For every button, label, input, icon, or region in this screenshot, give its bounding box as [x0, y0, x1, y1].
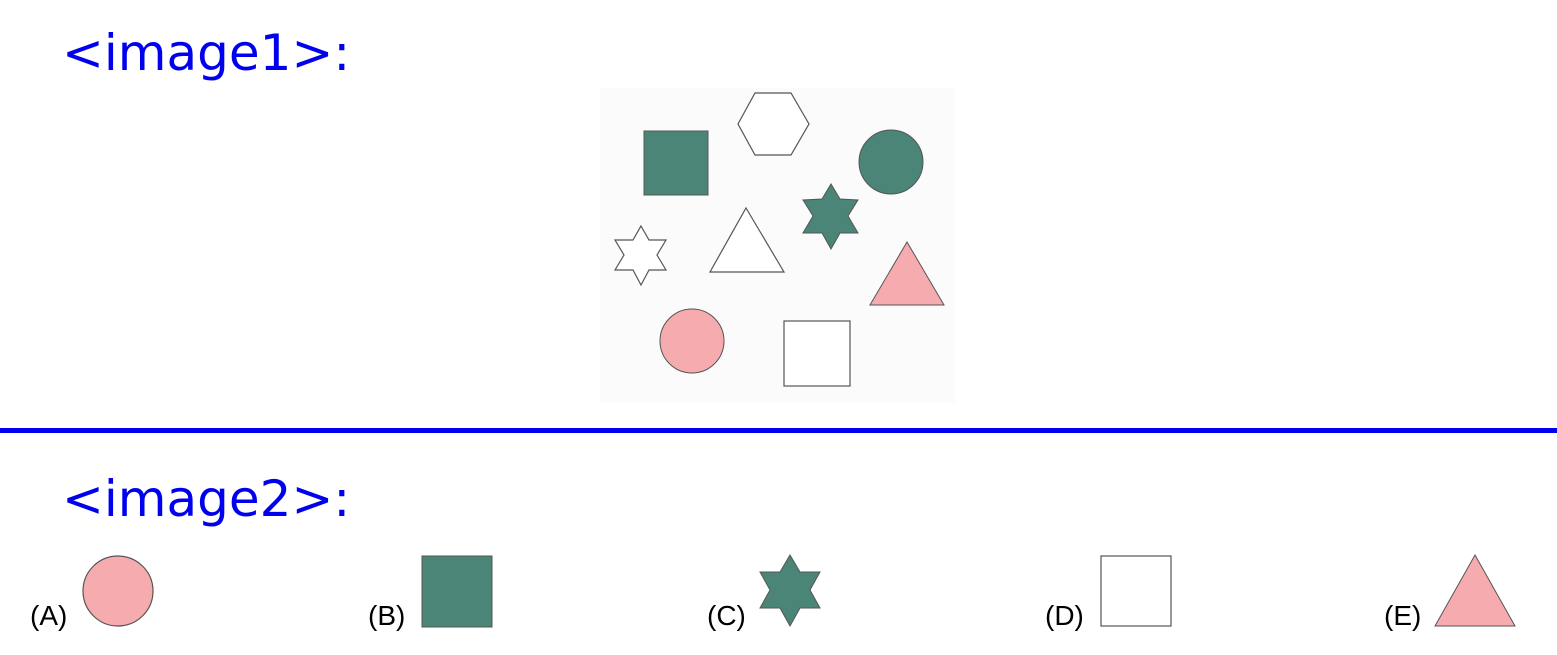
teal-circle-shape — [858, 129, 924, 195]
option-b-label: (B) — [368, 600, 406, 631]
teal-square-shape — [643, 130, 709, 196]
white-square-shape — [783, 320, 851, 387]
option-d[interactable]: (D) — [1045, 552, 1175, 632]
image1-label: <image1>: — [62, 24, 351, 82]
option-b[interactable]: (B) — [368, 552, 498, 632]
section-divider — [0, 428, 1557, 433]
option-c[interactable]: (C) — [707, 552, 837, 632]
pink-circle-shape — [659, 308, 725, 374]
option-d-white-square-icon — [1100, 555, 1172, 627]
option-a-pink-circle-icon — [82, 555, 154, 627]
option-c-label: (C) — [707, 600, 746, 631]
option-e-label: (E) — [1384, 600, 1422, 631]
option-a[interactable]: (A) — [30, 552, 160, 632]
image2-label: <image2>: — [62, 470, 351, 528]
option-e-pink-triangle-icon — [1434, 553, 1516, 627]
option-b-teal-square-icon — [421, 555, 493, 628]
teal-star-shape — [802, 183, 859, 251]
option-e[interactable]: (E) — [1384, 552, 1524, 632]
option-c-teal-star-icon — [759, 554, 821, 628]
image1-figure — [600, 88, 955, 403]
white-hexagon-shape — [737, 92, 810, 156]
white-triangle-shape — [708, 206, 786, 273]
option-d-label: (D) — [1045, 600, 1084, 631]
pink-triangle-shape — [869, 241, 945, 306]
option-a-label: (A) — [30, 600, 68, 631]
white-star-shape — [613, 224, 668, 287]
image1-shapes-canvas — [613, 92, 945, 387]
